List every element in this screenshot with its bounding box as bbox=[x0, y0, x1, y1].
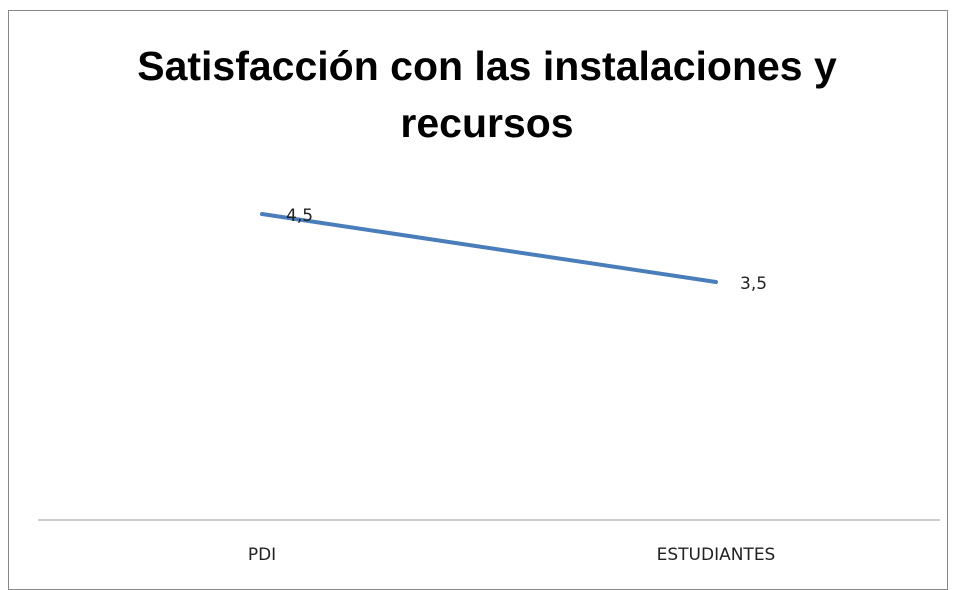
chart-title: Satisfacción con las instalaciones y rec… bbox=[137, 43, 837, 146]
x-tick-label: ESTUDIANTES bbox=[657, 545, 776, 565]
x-tick-label: PDI bbox=[248, 545, 276, 565]
data-label: 3,5 bbox=[740, 274, 767, 294]
data-label: 4,5 bbox=[286, 206, 313, 226]
line bbox=[260, 212, 718, 284]
